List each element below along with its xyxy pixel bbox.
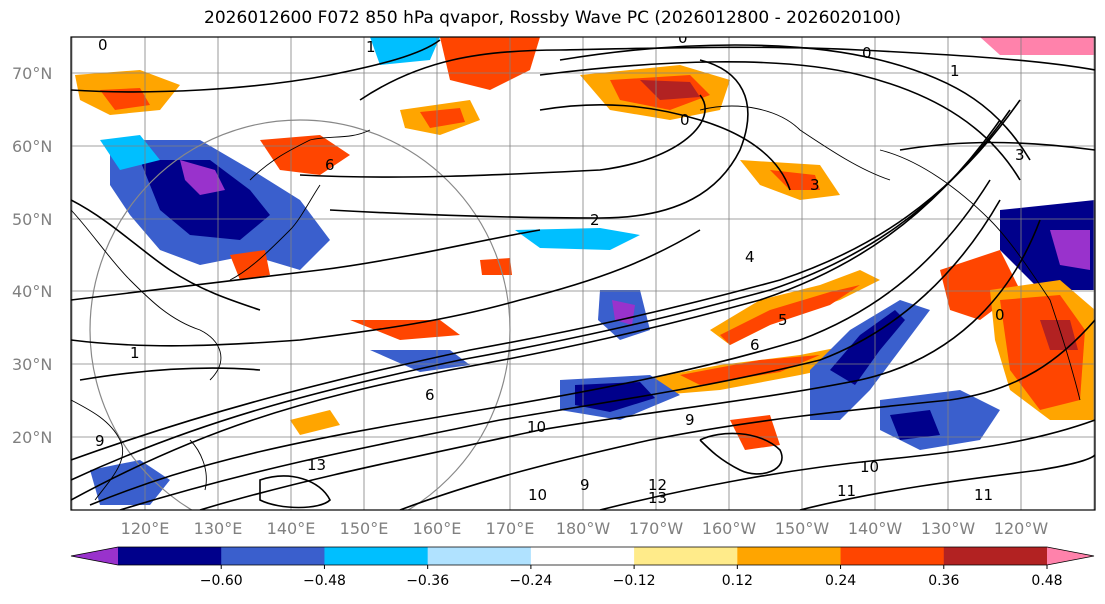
contour-label: 13 bbox=[307, 456, 326, 474]
contour-label: 0 bbox=[862, 44, 872, 62]
latitude-labels: 70°N 60°N 50°N 40°N 30°N 20°N bbox=[12, 64, 52, 447]
lon-label: 120°E bbox=[121, 519, 170, 538]
lon-label: 150°E bbox=[340, 519, 389, 538]
contour-label: 10 bbox=[527, 418, 546, 436]
colorbar-tick-label: −0.48 bbox=[303, 573, 346, 589]
contour-label: 13 bbox=[648, 489, 667, 507]
contour-label: 6 bbox=[325, 156, 335, 174]
colorbar-tick-label: 0.12 bbox=[722, 573, 753, 589]
contour-label: 11 bbox=[974, 486, 993, 504]
colorbar-bin bbox=[221, 547, 325, 565]
longitude-labels: 120°E 130°E 140°E 150°E 160°E 170°E 180°… bbox=[121, 519, 1049, 538]
lon-label: 140°W bbox=[848, 519, 903, 538]
plot-area: 0 0 0 1 1 3 3 2 4 5 6 6 6 9 10 10 11 11 … bbox=[71, 29, 1095, 510]
contour-label: 1 bbox=[130, 344, 140, 362]
contour-label: 10 bbox=[860, 458, 879, 476]
colorbar-bin bbox=[324, 547, 429, 565]
colorbar-bin bbox=[737, 547, 842, 565]
colorbar-tick-label: 0.24 bbox=[825, 573, 856, 589]
colorbar-tick-label: −0.36 bbox=[406, 573, 449, 589]
lon-label: 170°W bbox=[629, 519, 684, 538]
lon-label: 160°E bbox=[413, 519, 462, 538]
lon-label: 160°W bbox=[702, 519, 757, 538]
lon-label: 150°W bbox=[775, 519, 830, 538]
plot-frame bbox=[70, 36, 1096, 511]
contour-label: 6 bbox=[425, 386, 435, 404]
colorbar-bin bbox=[943, 547, 1048, 565]
colorbar: −0.60 −0.48 −0.36 −0.24 −0.12 0.12 0.24 0.36 0.4… bbox=[70, 546, 1095, 589]
lon-label: 180°W bbox=[556, 519, 611, 538]
contour-label: 2 bbox=[590, 211, 600, 229]
shading-layer bbox=[75, 37, 1095, 505]
lat-label: 30°N bbox=[12, 355, 52, 374]
contour-label: 0 bbox=[995, 306, 1005, 324]
contour-label: 10 bbox=[528, 486, 547, 504]
contour-label: 3 bbox=[1015, 146, 1025, 164]
contour-labels: 0 0 0 1 1 3 3 2 4 5 6 6 6 9 10 10 11 11 … bbox=[95, 29, 1025, 507]
contour-label: 0 bbox=[98, 36, 108, 54]
colorbar-extend-high bbox=[1047, 547, 1094, 565]
coastlines bbox=[71, 105, 1081, 501]
colorbar-bin bbox=[840, 547, 945, 565]
colorbar-outline bbox=[70, 546, 1095, 566]
contour-label: 12 bbox=[648, 476, 667, 494]
colorbar-tick-label: −0.24 bbox=[509, 573, 552, 589]
contour-lines bbox=[71, 39, 1095, 510]
colorbar-bin bbox=[530, 547, 635, 565]
colorbar-tick-label: −0.12 bbox=[613, 573, 656, 589]
contour-label: 5 bbox=[778, 311, 788, 329]
lat-label: 70°N bbox=[12, 64, 52, 83]
colorbar-tick-label: 0.48 bbox=[1031, 573, 1062, 589]
colorbar-extend-low bbox=[71, 547, 118, 565]
contour-label: 11 bbox=[837, 482, 856, 500]
lat-label: 40°N bbox=[12, 282, 52, 301]
contour-label: 9 bbox=[685, 411, 695, 429]
colorbar-bin bbox=[118, 547, 222, 565]
lat-label: 60°N bbox=[12, 137, 52, 156]
contour-label: 3 bbox=[810, 176, 820, 194]
contour-label: 4 bbox=[745, 248, 755, 266]
lat-label: 20°N bbox=[12, 428, 52, 447]
lon-label: 130°W bbox=[921, 519, 976, 538]
contour-label: 6 bbox=[750, 336, 760, 354]
colorbar-bin bbox=[634, 547, 738, 565]
colorbar-bin bbox=[427, 547, 532, 565]
colorbar-tick-label: 0.36 bbox=[928, 573, 959, 589]
lon-label: 130°E bbox=[194, 519, 243, 538]
lat-label: 50°N bbox=[12, 210, 52, 229]
contour-label: 0 bbox=[680, 111, 690, 129]
contour-label: 1 bbox=[366, 38, 376, 56]
contour-label: 0 bbox=[678, 29, 688, 47]
contour-label: 1 bbox=[950, 62, 960, 80]
colorbar-tick-label: −0.60 bbox=[200, 573, 243, 589]
lon-label: 120°W bbox=[994, 519, 1049, 538]
contour-label: 9 bbox=[95, 432, 105, 450]
lon-label: 140°E bbox=[267, 519, 316, 538]
graticule bbox=[71, 37, 1095, 510]
lon-label: 170°E bbox=[486, 519, 535, 538]
map-title: 2026012600 F072 850 hPa qvapor, Rossby W… bbox=[204, 8, 901, 28]
contour-label: 9 bbox=[580, 476, 590, 494]
